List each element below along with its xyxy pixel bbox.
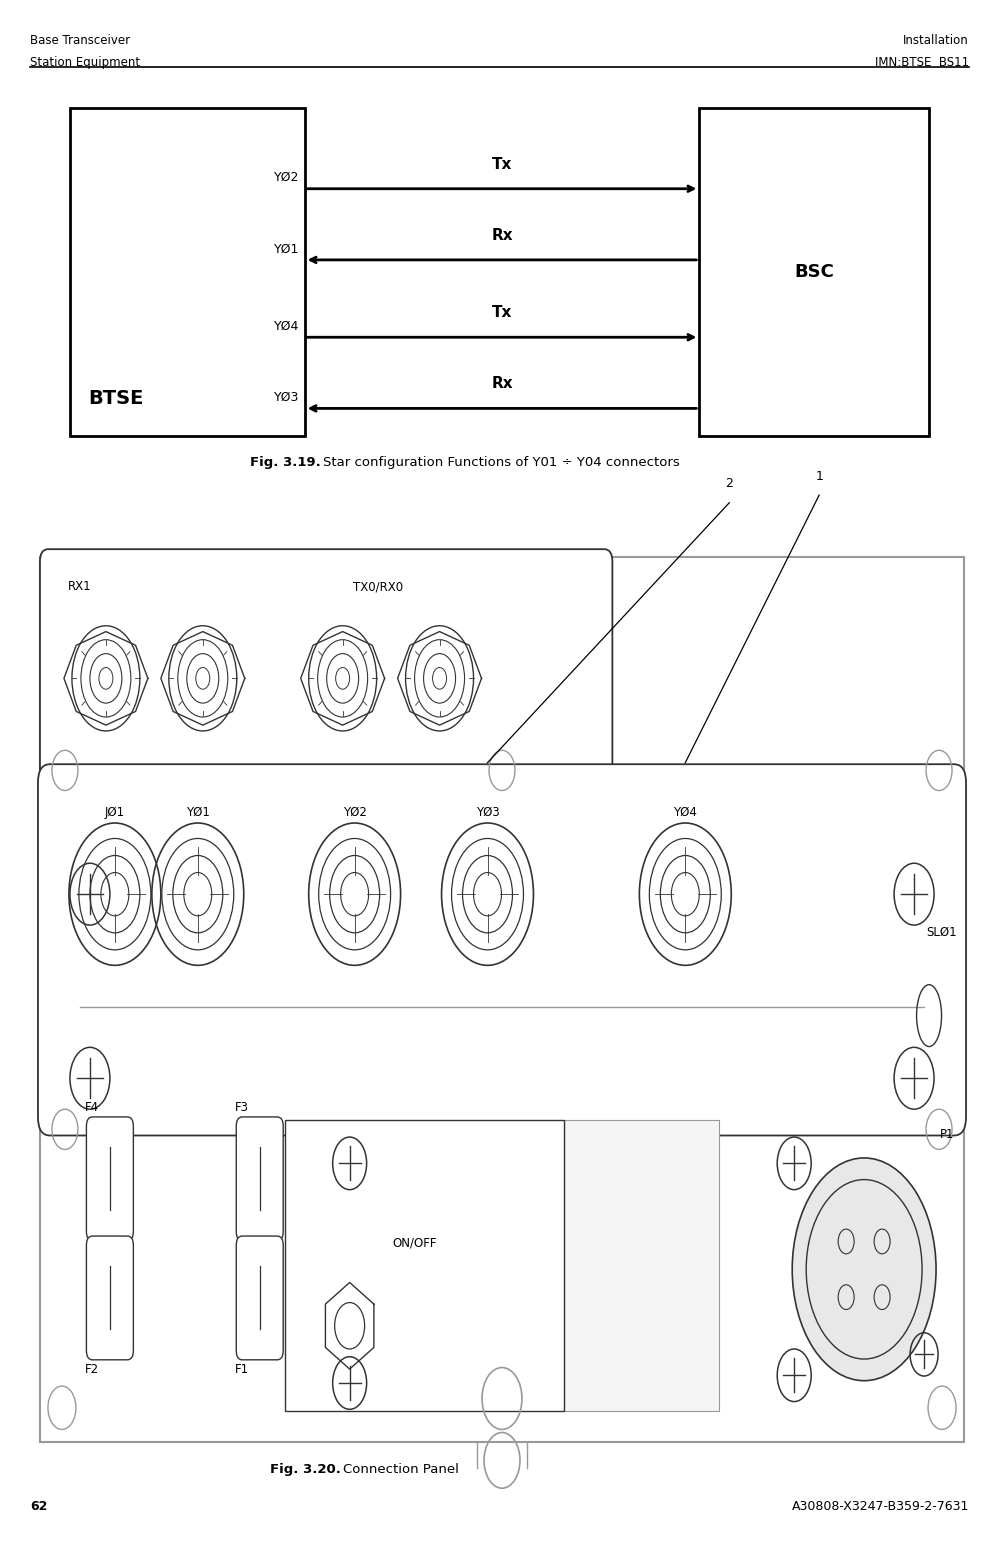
Text: Star configuration Functions of Y01 ÷ Y04 connectors: Star configuration Functions of Y01 ÷ Y0… bbox=[323, 456, 679, 469]
Text: A30808-X3247-B359-2-7631: A30808-X3247-B359-2-7631 bbox=[791, 1501, 969, 1513]
Text: Fig. 3.20.: Fig. 3.20. bbox=[270, 1463, 341, 1476]
Text: Installation: Installation bbox=[903, 34, 969, 46]
Text: 1: 1 bbox=[815, 470, 823, 483]
Text: Rx: Rx bbox=[492, 376, 512, 391]
Text: YØ1: YØ1 bbox=[275, 243, 300, 255]
Text: Station Equipment: Station Equipment bbox=[30, 56, 140, 68]
Text: YØ3: YØ3 bbox=[476, 806, 500, 818]
Text: 2: 2 bbox=[725, 478, 733, 490]
Text: Rx: Rx bbox=[492, 227, 512, 243]
Bar bbox=[564, 1120, 719, 1411]
Text: IMN:BTSE  BS11: IMN:BTSE BS11 bbox=[875, 56, 969, 68]
Text: P1: P1 bbox=[939, 1128, 954, 1140]
FancyBboxPatch shape bbox=[38, 764, 966, 1135]
Bar bbox=[40, 557, 964, 1442]
Bar bbox=[285, 1120, 564, 1411]
Text: Fig. 3.19.: Fig. 3.19. bbox=[250, 456, 321, 469]
Text: Tx: Tx bbox=[492, 156, 512, 172]
Text: YØ1: YØ1 bbox=[186, 806, 210, 818]
Text: YØ2: YØ2 bbox=[343, 806, 367, 818]
FancyBboxPatch shape bbox=[87, 1236, 134, 1360]
FancyBboxPatch shape bbox=[87, 1117, 134, 1241]
Text: RX1: RX1 bbox=[68, 580, 92, 593]
Bar bbox=[70, 108, 305, 436]
Text: Base Transceiver: Base Transceiver bbox=[30, 34, 130, 46]
Text: SLØ1: SLØ1 bbox=[926, 925, 957, 937]
Text: YØ3: YØ3 bbox=[275, 391, 300, 404]
FancyBboxPatch shape bbox=[40, 549, 612, 783]
Text: TX0/RX0: TX0/RX0 bbox=[353, 580, 403, 593]
FancyBboxPatch shape bbox=[236, 1236, 284, 1360]
Circle shape bbox=[792, 1157, 936, 1380]
Text: F2: F2 bbox=[85, 1363, 99, 1375]
Text: BSC: BSC bbox=[794, 263, 834, 282]
Text: 62: 62 bbox=[30, 1501, 47, 1513]
Text: F3: F3 bbox=[235, 1101, 249, 1114]
Bar bbox=[699, 108, 929, 436]
FancyBboxPatch shape bbox=[236, 1117, 284, 1241]
Text: YØ2: YØ2 bbox=[275, 172, 300, 184]
Text: YØ4: YØ4 bbox=[673, 806, 697, 818]
Text: F1: F1 bbox=[235, 1363, 249, 1375]
Text: ON/OFF: ON/OFF bbox=[393, 1236, 437, 1248]
Text: YØ4: YØ4 bbox=[275, 320, 300, 333]
Text: F4: F4 bbox=[85, 1101, 99, 1114]
Text: BTSE: BTSE bbox=[88, 390, 143, 408]
Text: Connection Panel: Connection Panel bbox=[343, 1463, 459, 1476]
Text: Tx: Tx bbox=[492, 305, 512, 320]
Text: JØ1: JØ1 bbox=[105, 806, 125, 818]
